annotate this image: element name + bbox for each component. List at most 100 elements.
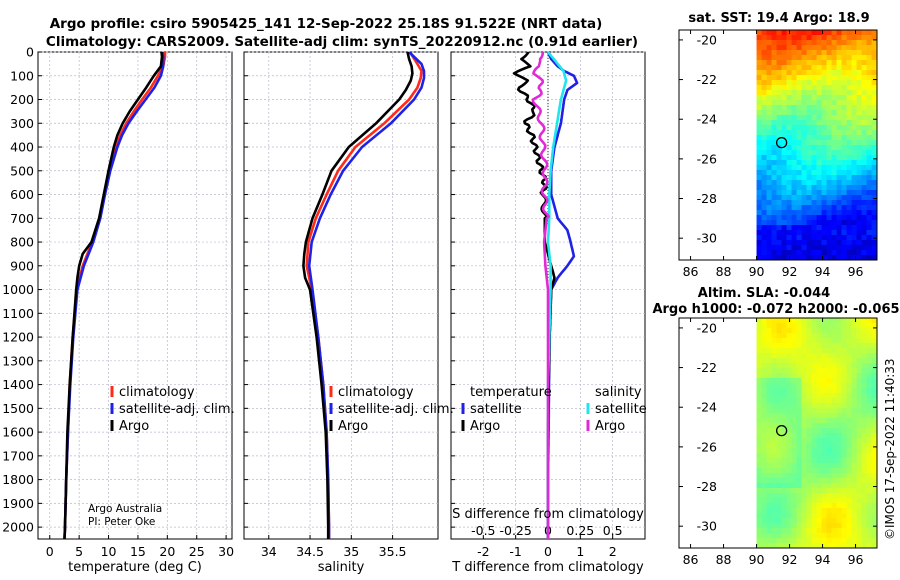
heatmap-cell xyxy=(856,135,862,141)
heatmap-cell xyxy=(841,378,847,384)
heatmap-cell xyxy=(811,418,817,424)
x-tick-label: 88 xyxy=(716,264,732,279)
heatmap-cell xyxy=(801,70,807,76)
heatmap-cell xyxy=(836,100,842,106)
heatmap-cell xyxy=(786,235,792,241)
heatmap-cell xyxy=(756,205,762,211)
heatmap-cell xyxy=(766,343,772,349)
heatmap-cell xyxy=(841,140,847,146)
heatmap-cell xyxy=(846,180,852,186)
heatmap-cell xyxy=(851,523,857,529)
heatmap-cell xyxy=(821,428,827,434)
heatmap-cell xyxy=(831,448,837,454)
heatmap-cell xyxy=(851,468,857,474)
heatmap-cell xyxy=(826,353,832,359)
heatmap-cell xyxy=(801,483,807,489)
heatmap-cell xyxy=(761,488,767,494)
heatmap-cell xyxy=(851,498,857,504)
heatmap-cell xyxy=(836,388,842,394)
heatmap-cell xyxy=(856,358,862,364)
heatmap-cell xyxy=(846,453,852,459)
heatmap-cell xyxy=(806,80,812,86)
heatmap-cell xyxy=(831,433,837,439)
heatmap-cell xyxy=(766,543,772,548)
heatmap-cell xyxy=(846,235,852,241)
heatmap-cell xyxy=(871,373,877,379)
heatmap-cell xyxy=(761,318,767,324)
heatmap-cell xyxy=(856,235,862,241)
heatmap-cell xyxy=(831,403,837,409)
heatmap-cell xyxy=(861,125,867,131)
heatmap-cell xyxy=(871,70,877,76)
heatmap-cell xyxy=(781,408,787,414)
heatmap-cell xyxy=(871,393,877,399)
heatmap-cell xyxy=(776,95,782,101)
heatmap-cell xyxy=(851,40,857,46)
heatmap-cell xyxy=(781,40,787,46)
heatmap-cell xyxy=(826,50,832,56)
heatmap-cell xyxy=(871,75,877,81)
heatmap-cell xyxy=(756,328,762,334)
heatmap-cell xyxy=(801,170,807,176)
heatmap-cell xyxy=(791,508,797,514)
heatmap-cell xyxy=(841,210,847,216)
heatmap-cell xyxy=(776,498,782,504)
heatmap-cell xyxy=(801,518,807,524)
heatmap-cell xyxy=(821,443,827,449)
heatmap-cell xyxy=(821,85,827,91)
heatmap-cell xyxy=(761,180,767,186)
y-tick-label: -20 xyxy=(697,320,717,335)
heatmap-cell xyxy=(836,40,842,46)
heatmap-cell xyxy=(861,170,867,176)
heatmap-cell xyxy=(806,165,812,171)
heatmap-cell xyxy=(796,473,802,479)
heatmap-cell xyxy=(826,448,832,454)
heatmap-cell xyxy=(821,403,827,409)
heatmap-cell xyxy=(761,185,767,191)
y-tick-label: 2000 xyxy=(2,520,34,535)
heatmap-cell xyxy=(796,175,802,181)
heatmap-cell xyxy=(756,95,762,101)
heatmap-cell xyxy=(851,538,857,544)
heatmap-cell xyxy=(811,498,817,504)
heatmap-cell xyxy=(796,388,802,394)
heatmap-cell xyxy=(846,210,852,216)
heatmap-cell xyxy=(856,105,862,111)
heatmap-cell xyxy=(831,130,837,136)
heatmap-cell xyxy=(791,160,797,166)
heatmap-cell xyxy=(831,353,837,359)
heatmap-cell xyxy=(776,398,782,404)
heatmap-cell xyxy=(816,513,822,519)
heatmap-cell xyxy=(771,95,777,101)
heatmap-cell xyxy=(861,35,867,41)
heatmap-cell xyxy=(801,195,807,201)
heatmap-cell xyxy=(801,513,807,519)
heatmap-cell xyxy=(871,353,877,359)
heatmap-cell xyxy=(846,418,852,424)
heatmap-cell xyxy=(841,215,847,221)
heatmap-cell xyxy=(771,498,777,504)
y-tick-label: 1100 xyxy=(2,306,34,321)
heatmap-cell xyxy=(786,328,792,334)
heatmap-cell xyxy=(861,428,867,434)
heatmap-cell xyxy=(816,358,822,364)
heatmap-cell xyxy=(786,140,792,146)
heatmap-cell xyxy=(766,185,772,191)
heatmap-cell xyxy=(766,378,772,384)
heatmap-cell xyxy=(786,438,792,444)
heatmap-cell xyxy=(821,210,827,216)
heatmap-cell xyxy=(841,348,847,354)
heatmap-cell xyxy=(761,135,767,141)
heatmap-cell xyxy=(756,513,762,519)
heatmap-cell xyxy=(861,343,867,349)
heatmap-cell xyxy=(836,543,842,548)
heatmap-cell xyxy=(791,205,797,211)
heatmap-cell xyxy=(771,50,777,56)
heatmap-cell xyxy=(831,318,837,324)
heatmap-cell xyxy=(841,538,847,544)
heatmap-cell xyxy=(776,120,782,126)
heatmap-cell xyxy=(831,483,837,489)
heatmap-cell xyxy=(826,333,832,339)
heatmap-cell xyxy=(806,60,812,66)
heatmap-cell xyxy=(836,488,842,494)
